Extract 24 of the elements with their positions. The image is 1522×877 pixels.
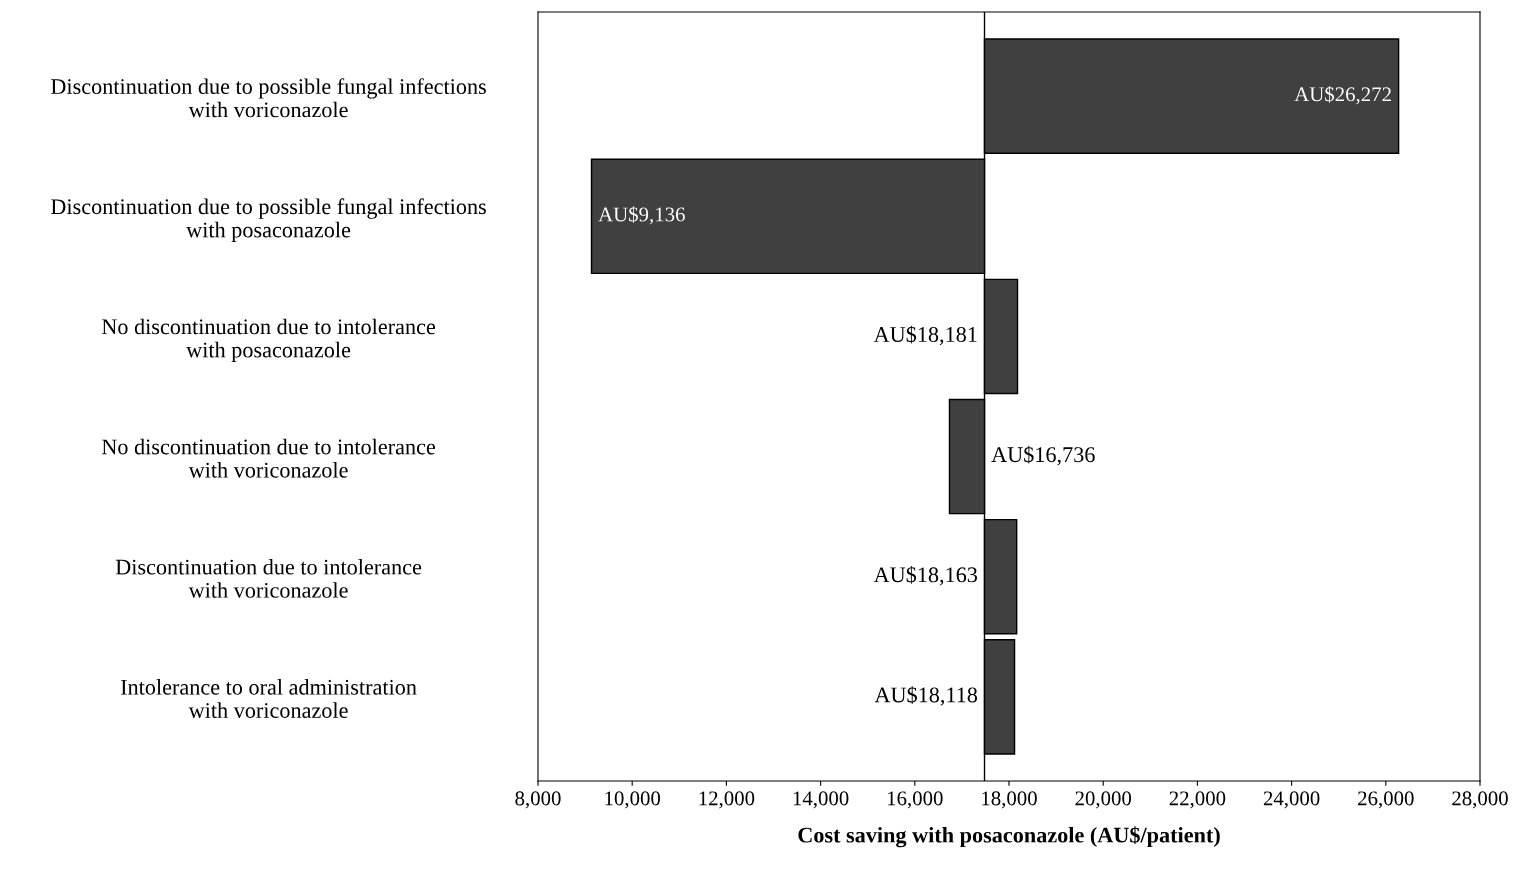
y-tick-label: Discontinuation due to possible fungal infections with posaconazole [51, 198, 486, 243]
y-tick-label: Discontinuation due to intolerance with voriconazole [115, 558, 422, 598]
y-tick-label: Intolerance to oral administration with voriconazole [120, 679, 417, 718]
x-tick-label: 24,000 [1263, 791, 1320, 809]
data-label: AU$26,272 [1294, 86, 1391, 105]
x-tick-label: 22,000 [1169, 791, 1226, 809]
x-tick-label: 28,000 [1452, 791, 1508, 809]
data-label: AU$18,163 [873, 565, 978, 586]
x-tick-label: 20,000 [1075, 791, 1132, 809]
x-tick-label: 10,000 [605, 791, 661, 809]
x-tick-label: 8,000 [515, 791, 561, 809]
x-tick-label: 14,000 [793, 791, 849, 809]
data-label: AU$16,736 [991, 445, 1095, 466]
y-tick-label: No discontinuation due to intolerance with posaconazole [101, 318, 436, 363]
data-label: AU$9,136 [598, 206, 685, 225]
x-axis-title: Cost saving with posaconazole (AU$/patient) [798, 826, 1220, 848]
y-tick-label: No discontinuation due to intolerance with voriconazole [101, 438, 436, 478]
data-label: AU$18,118 [874, 686, 978, 706]
data-label: AU$18,181 [873, 325, 977, 346]
x-tick-label: 12,000 [699, 791, 755, 809]
x-tick-label: 18,000 [982, 791, 1037, 809]
x-tick-label: 26,000 [1358, 791, 1414, 809]
y-tick-label: Discontinuation due to possible fungal infections with voriconazole [51, 78, 486, 118]
x-tick-label: 16,000 [887, 791, 943, 809]
